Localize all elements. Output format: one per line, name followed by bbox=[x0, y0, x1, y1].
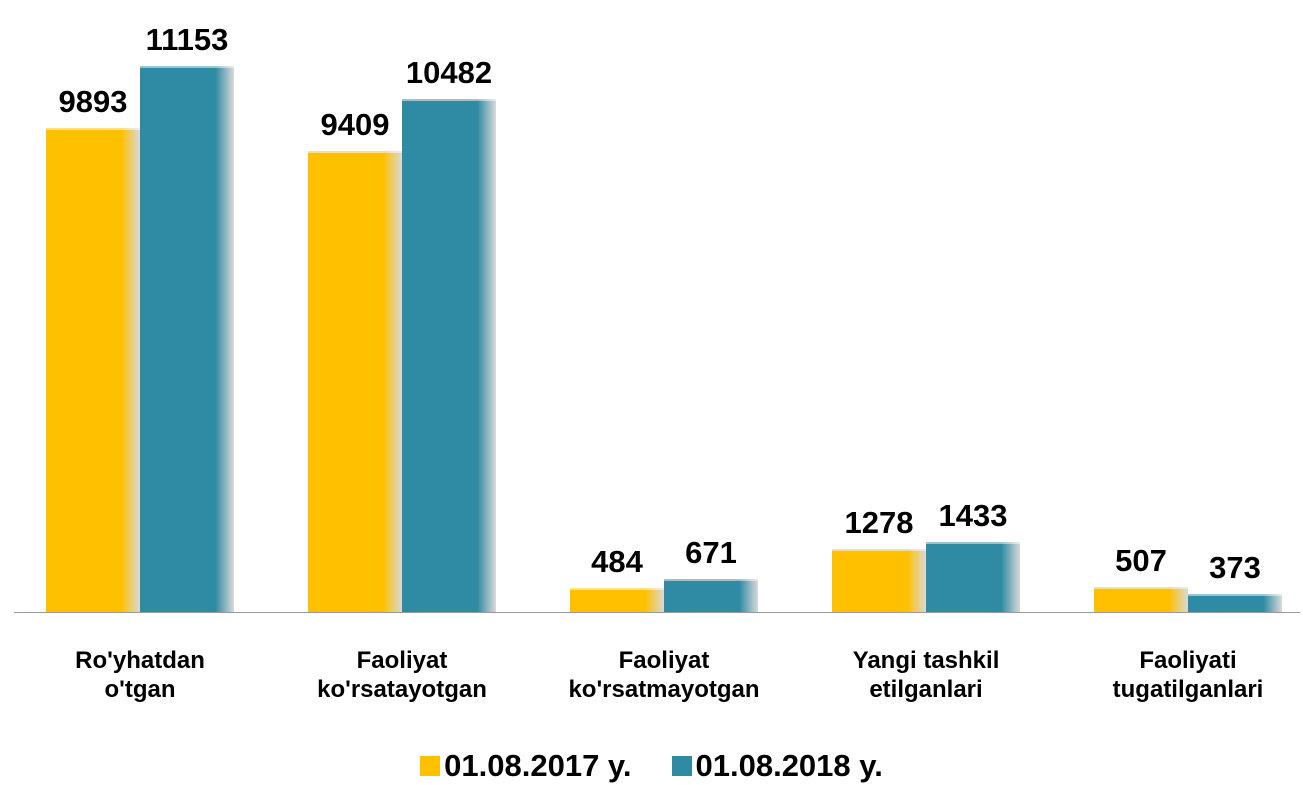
legend-label: 01.08.2018 y. bbox=[695, 748, 883, 783]
axis-line bbox=[14, 612, 1300, 613]
data-label: 373 bbox=[1209, 549, 1261, 585]
x-tick-label: Faoliyati tugatilganlari bbox=[1112, 647, 1264, 703]
data-label: 9409 bbox=[320, 107, 390, 143]
legend-item: 01.08.2017 y. bbox=[420, 748, 632, 784]
bar bbox=[140, 66, 234, 612]
bar bbox=[926, 541, 1020, 612]
data-label: 9893 bbox=[58, 83, 128, 119]
bar bbox=[1188, 593, 1282, 612]
legend-swatch bbox=[671, 756, 692, 776]
legend-item: 01.08.2018 y. bbox=[671, 748, 883, 784]
bar bbox=[570, 588, 664, 612]
x-tick-label: Yangi tashkil etilganlari bbox=[852, 647, 1000, 703]
bar bbox=[308, 151, 402, 612]
bar bbox=[664, 579, 758, 612]
data-label: 1278 bbox=[844, 505, 914, 541]
x-tick-label: Faoliyat ko'rsatayotgan bbox=[317, 647, 487, 703]
legend-label: 01.08.2017 y. bbox=[444, 748, 632, 783]
data-label: 507 bbox=[1115, 543, 1167, 579]
data-label: 1433 bbox=[938, 497, 1008, 533]
data-label: 11153 bbox=[145, 22, 229, 57]
legend: 01.08.2017 y. 01.08.2018 y. bbox=[0, 748, 1303, 784]
bar bbox=[46, 127, 140, 612]
bar bbox=[832, 549, 926, 612]
data-label: 671 bbox=[685, 535, 737, 571]
data-label: 10482 bbox=[405, 54, 493, 90]
legend-swatch bbox=[420, 756, 441, 776]
data-label: 484 bbox=[591, 544, 643, 580]
bar bbox=[402, 98, 496, 612]
x-tick-label: Ro'yhatdan o'tgan bbox=[75, 647, 205, 703]
bar bbox=[1094, 587, 1188, 612]
x-tick-label: Faoliyat ko'rsatmayotgan bbox=[568, 647, 760, 703]
